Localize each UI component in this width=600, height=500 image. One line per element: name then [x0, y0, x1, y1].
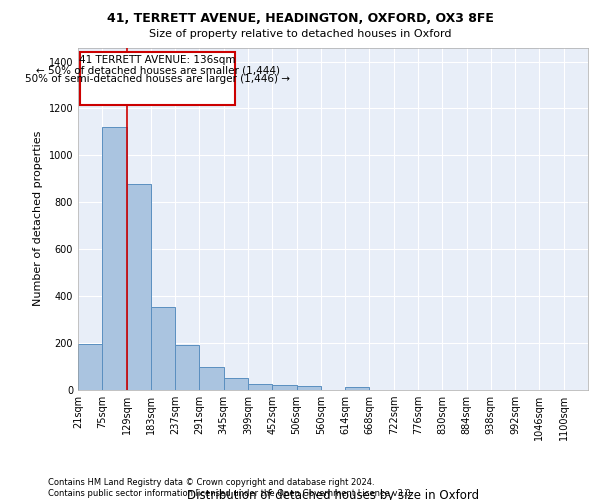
Text: Contains HM Land Registry data © Crown copyright and database right 2024.
Contai: Contains HM Land Registry data © Crown c…	[48, 478, 413, 498]
Text: 41, TERRETT AVENUE, HEADINGTON, OXFORD, OX3 8FE: 41, TERRETT AVENUE, HEADINGTON, OXFORD, …	[107, 12, 493, 26]
Bar	[248, 384, 272, 390]
Bar	[272, 385, 296, 390]
X-axis label: Distribution of detached houses by size in Oxford: Distribution of detached houses by size …	[187, 488, 479, 500]
Text: ← 50% of detached houses are smaller (1,444): ← 50% of detached houses are smaller (1,…	[35, 65, 280, 75]
Bar	[102, 128, 127, 390]
Bar	[199, 366, 224, 390]
Bar	[224, 378, 248, 390]
Bar	[175, 345, 199, 390]
Bar	[80, 52, 235, 105]
Text: Size of property relative to detached houses in Oxford: Size of property relative to detached ho…	[149, 29, 451, 39]
Text: 50% of semi-detached houses are larger (1,446) →: 50% of semi-detached houses are larger (…	[25, 74, 290, 85]
Bar	[127, 184, 151, 390]
Bar	[296, 386, 321, 390]
Bar	[345, 386, 370, 390]
Text: 41 TERRETT AVENUE: 136sqm: 41 TERRETT AVENUE: 136sqm	[79, 55, 236, 65]
Bar	[151, 308, 175, 390]
Bar	[78, 344, 102, 390]
Y-axis label: Number of detached properties: Number of detached properties	[33, 131, 43, 306]
